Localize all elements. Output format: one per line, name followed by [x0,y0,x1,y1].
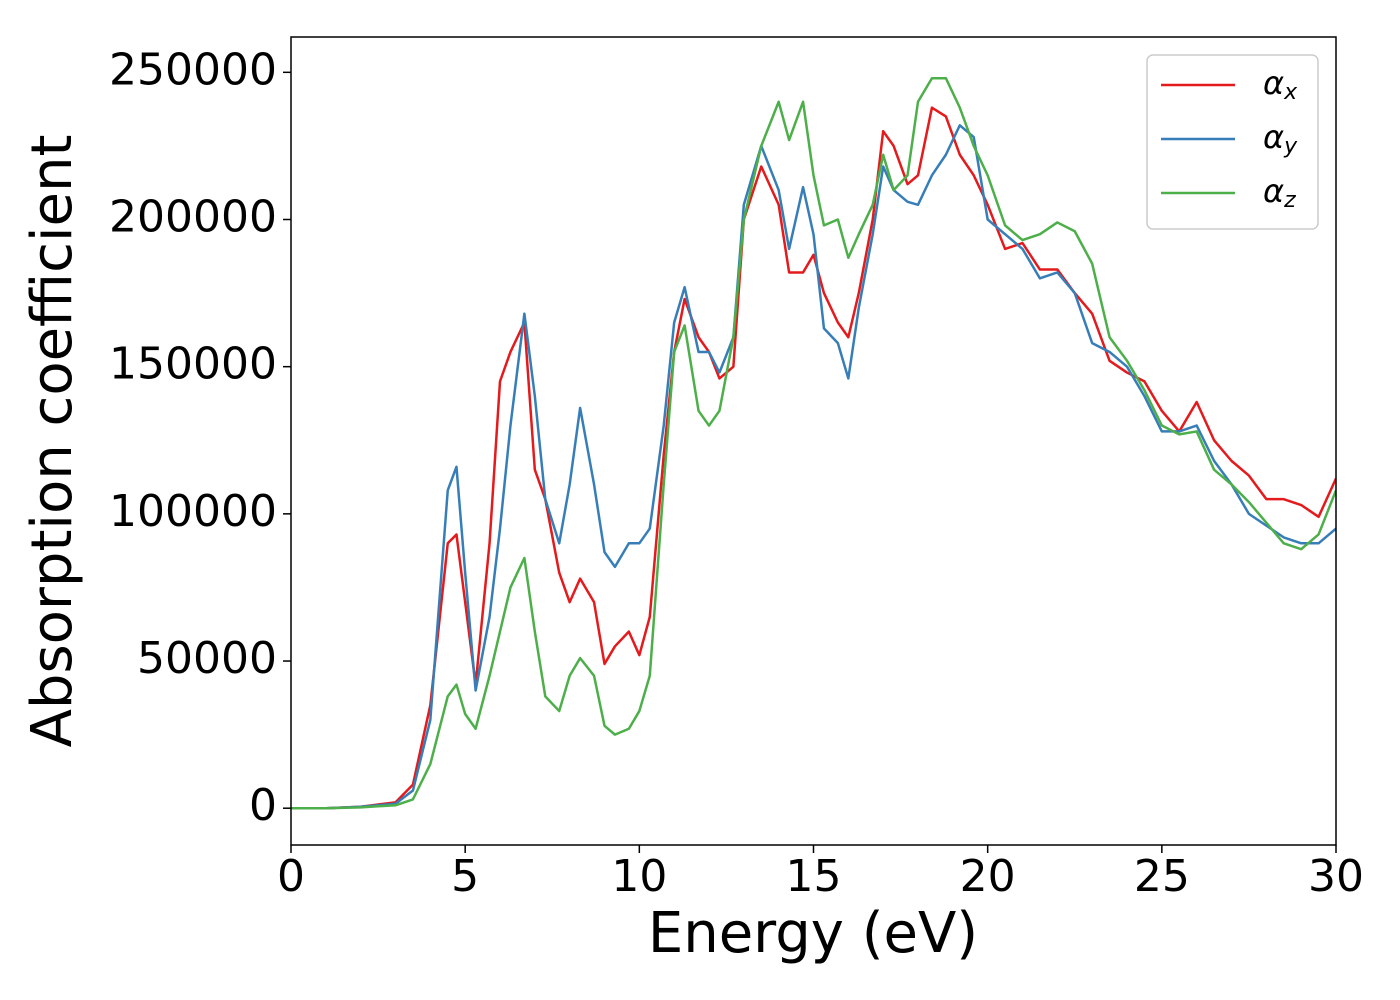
x-tick-label: 0 [277,851,305,902]
y-tick-label: 50000 [137,633,277,684]
y-tick-label: 200000 [109,191,277,242]
y-axis-label: Absorption coefficient [20,135,85,748]
x-tick-label: 25 [1134,851,1190,902]
x-tick-label: 5 [451,851,479,902]
legend-label: αx [1263,64,1298,105]
legend-label: αz [1263,172,1296,213]
series-line [291,76,1336,810]
plot-frame [290,36,1337,846]
legend-box [1146,54,1319,230]
y-tick-label: 150000 [109,339,277,390]
y-tick-label: 250000 [109,44,277,95]
x-tick-label: 10 [611,851,667,902]
y-tick-label: 100000 [109,486,277,537]
legend-label: αy [1263,118,1298,159]
y-tick-label: 0 [249,780,277,831]
x-tick-label: 15 [786,851,842,902]
x-tick-label: 20 [960,851,1016,902]
x-tick-label: 30 [1308,851,1364,902]
x-axis-label: Energy (eV) [648,901,978,966]
series-line [291,124,1336,810]
